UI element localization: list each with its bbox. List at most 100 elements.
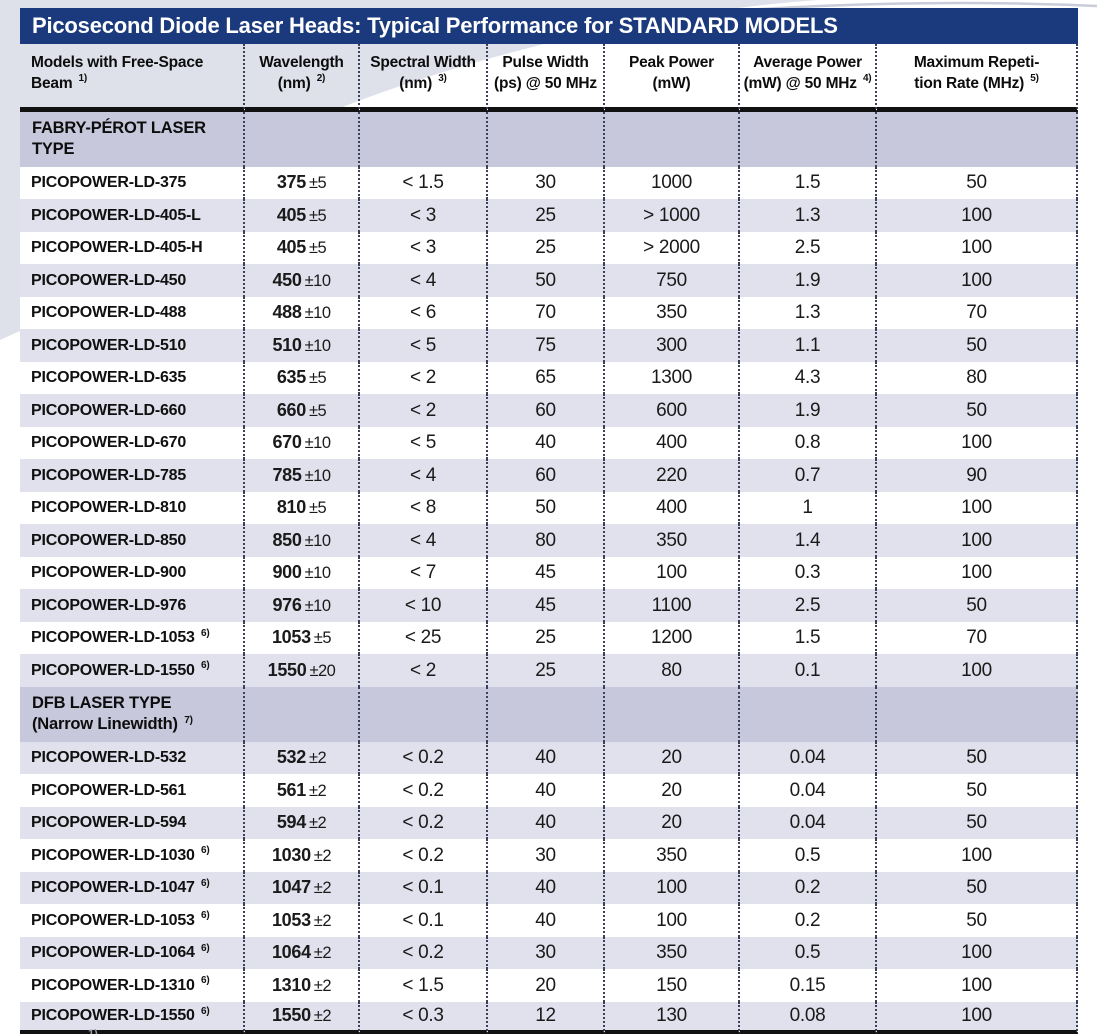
peak-power-cell: 80	[605, 654, 740, 687]
max-repetition-rate-cell: 100	[877, 969, 1078, 1002]
wavelength-tolerance: ±2	[308, 781, 327, 800]
pulse-width-cell: 25	[488, 199, 605, 232]
average-power-cell: 0.2	[740, 904, 877, 937]
section-empty-cell	[605, 686, 740, 742]
wavelength-cell: 1064 ±2	[245, 936, 360, 970]
column-header-5: Average Power (mW) @ 50 MHz 4)	[740, 44, 877, 112]
spectral-width-cell: < 5	[360, 426, 488, 460]
model-cell: PICOPOWER-LD-532	[20, 741, 245, 775]
wavelength-tolerance: ±10	[304, 304, 331, 323]
pulse-width-cell: 25	[488, 231, 605, 265]
spectral-width-cell: < 25	[360, 621, 488, 655]
average-power-cell: 0.5	[740, 839, 877, 872]
pulse-width-cell: 12	[488, 1001, 605, 1034]
wavelength-cell: 1550 ±20	[245, 654, 360, 687]
average-power-cell: 1.3	[740, 199, 877, 232]
table-row: PICOPOWER-LD-510 510 ±10 < 5 75 300 1.1 50	[20, 329, 1078, 362]
peak-power-cell: 1100	[605, 589, 740, 622]
spectral-width-cell: < 5	[360, 329, 488, 362]
pulse-width-cell: 50	[488, 264, 605, 297]
wavelength-cell: 450 ±10	[245, 264, 360, 297]
wavelength-value: 510	[272, 334, 302, 355]
table-row: PICOPOWER-LD-594 594 ±2 < 0.2 40 20 0.04 50	[20, 806, 1078, 840]
background-swoosh	[0, 0, 1097, 340]
superscript-note: 6)	[201, 910, 210, 922]
model-cell: PICOPOWER-LD-450	[20, 264, 245, 297]
max-repetition-rate-cell: 100	[877, 524, 1078, 557]
wavelength-tolerance: ±5	[308, 174, 327, 193]
model-cell: PICOPOWER-LD-1047 6)	[20, 871, 245, 905]
peak-power-cell: 100	[605, 871, 740, 905]
section-header-row: DFB LASER TYPE (Narrow Linewidth) 7)	[20, 686, 1078, 742]
wavelength-cell: 405 ±5	[245, 199, 360, 232]
wavelength-cell: 594 ±2	[245, 806, 360, 840]
wavelength-tolerance: ±10	[304, 336, 331, 355]
spectral-width-cell: < 1.5	[360, 166, 488, 200]
table-row: PICOPOWER-LD-635 635 ±5 < 2 65 1300 4.3 80	[20, 361, 1078, 395]
peak-power-cell: 350	[605, 296, 740, 330]
wavelength-value: 1053	[271, 627, 311, 648]
wavelength-value: 810	[276, 497, 306, 518]
superscript-note: 4)	[862, 73, 872, 85]
model-cell: PICOPOWER-LD-561	[20, 774, 245, 807]
wavelength-cell: 810 ±5	[245, 491, 360, 525]
peak-power-cell: 1300	[605, 361, 740, 395]
peak-power-cell: 600	[605, 394, 740, 427]
spectral-width-cell: < 0.2	[360, 936, 488, 970]
section-empty-cell	[740, 686, 877, 742]
spectral-width-cell: < 0.1	[360, 904, 488, 937]
wavelength-cell: 850 ±10	[245, 524, 360, 557]
table-row: PICOPOWER-LD-1053 6) 1053 ±5 < 25 25 1200 1.5 7…	[20, 621, 1078, 655]
pulse-width-cell: 40	[488, 904, 605, 937]
peak-power-cell: > 2000	[605, 231, 740, 265]
wavelength-value: 405	[276, 237, 306, 258]
wavelength-tolerance: ±2	[308, 814, 327, 832]
average-power-cell: 1.9	[740, 394, 877, 427]
max-repetition-rate-cell: 70	[877, 621, 1078, 655]
max-repetition-rate-cell: 50	[877, 589, 1078, 622]
section-empty-cell	[877, 686, 1078, 742]
wavelength-tolerance: ±5	[308, 239, 327, 258]
wavelength-tolerance: ±5	[308, 206, 327, 225]
model-cell: PICOPOWER-LD-594	[20, 806, 245, 840]
peak-power-cell: 100	[605, 556, 740, 590]
model-cell: PICOPOWER-LD-375	[20, 166, 245, 200]
wavelength-value: 976	[272, 594, 302, 615]
model-cell: PICOPOWER-LD-1550 6)	[20, 654, 245, 687]
average-power-cell: 1.3	[740, 296, 877, 330]
superscript-note: 6)	[201, 877, 210, 889]
pulse-width-cell: 30	[488, 839, 605, 872]
wavelength-value: 660	[276, 399, 306, 420]
table-row: PICOPOWER-LD-1030 6) 1030 ±2 < 0.2 30 350 0.5 1…	[20, 839, 1078, 872]
section-title: DFB LASER TYPE (Narrow Linewidth) 7)	[32, 693, 193, 734]
model-cell: PICOPOWER-LD-510	[20, 329, 245, 362]
wavelength-tolerance: ±5	[313, 629, 332, 648]
max-repetition-rate-cell: 50	[877, 329, 1078, 362]
wavelength-cell: 1550 ±2	[245, 1001, 360, 1034]
average-power-cell: 1	[740, 491, 877, 525]
pulse-width-cell: 40	[488, 741, 605, 775]
table-row: PICOPOWER-LD-450 450 ±10 < 4 50 750 1.9 100	[20, 264, 1078, 297]
wavelength-cell: 660 ±5	[245, 394, 360, 427]
model-cell: PICOPOWER-LD-488	[20, 296, 245, 330]
wavelength-value: 1064	[271, 942, 311, 962]
pulse-width-cell: 45	[488, 556, 605, 590]
spectral-width-cell: < 6	[360, 296, 488, 330]
wavelength-tolerance: ±10	[304, 531, 331, 550]
pulse-width-cell: 40	[488, 426, 605, 460]
superscript-note: 7)	[184, 714, 193, 726]
wavelength-value: 850	[272, 529, 302, 550]
max-repetition-rate-cell: 50	[877, 871, 1078, 905]
header-row: Models with Free-Space Beam 1) Wavelength(…	[20, 44, 1078, 112]
max-repetition-rate-cell: 100	[877, 1001, 1078, 1034]
page-title: Picosecond Diode Laser Heads: Typical Pe…	[32, 13, 838, 38]
wavelength-tolerance: ±10	[304, 596, 331, 615]
section-empty-cell	[488, 686, 605, 742]
section-empty-cell	[245, 112, 360, 167]
wavelength-tolerance: ±5	[308, 499, 327, 518]
wavelength-tolerance: ±10	[304, 434, 331, 453]
max-repetition-rate-cell: 100	[877, 556, 1078, 590]
table-row: PICOPOWER-LD-1064 6) 1064 ±2 < 0.2 30 350 0.5 1…	[20, 936, 1078, 970]
wavelength-value: 1030	[271, 844, 311, 865]
swoosh-shape	[0, 0, 818, 340]
